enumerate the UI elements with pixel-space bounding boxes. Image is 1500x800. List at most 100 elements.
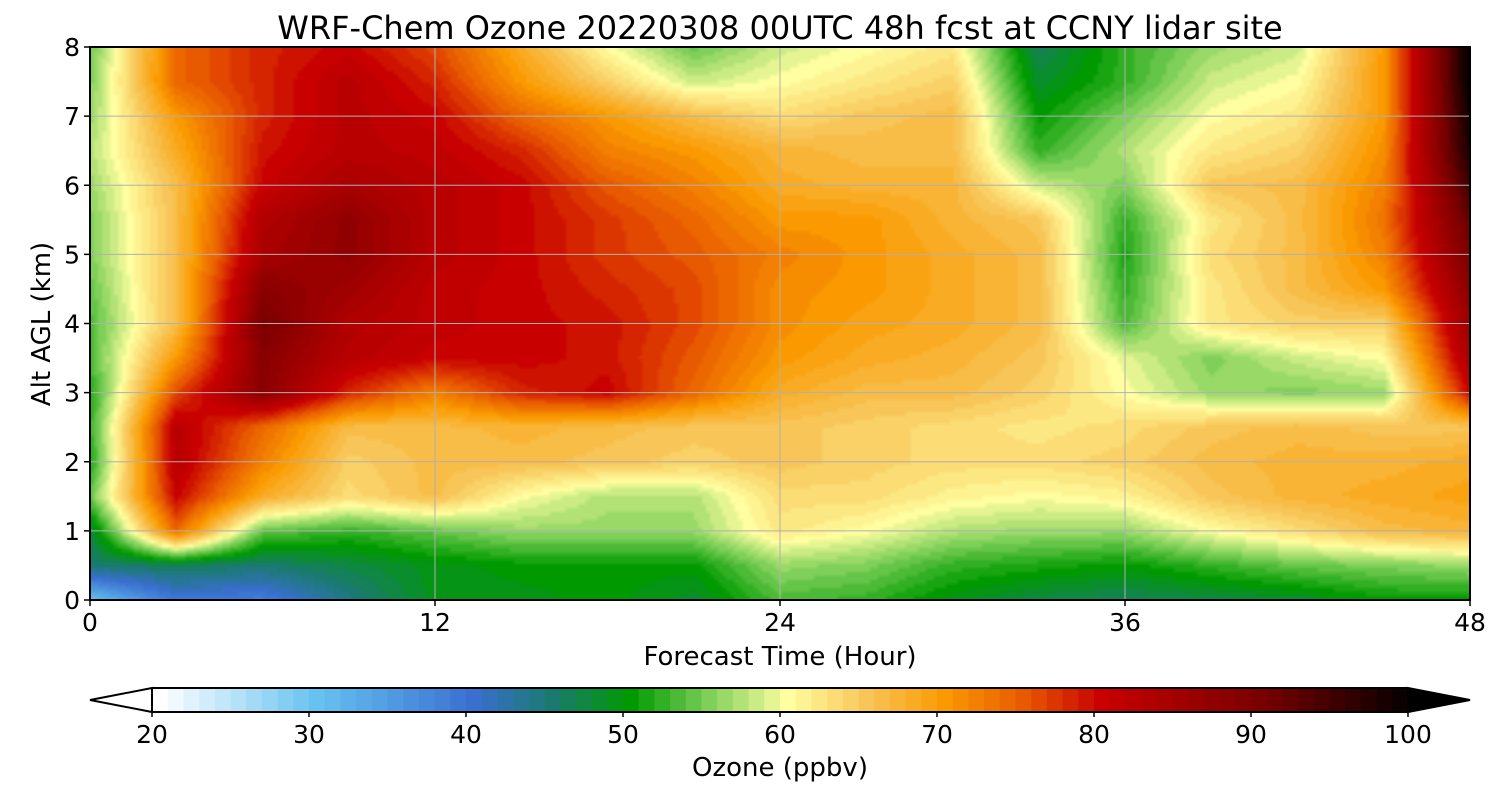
colorbar-bin [560,688,577,712]
x-tick-label: 0 [82,608,98,637]
colorbar-bin [748,688,765,712]
x-axis-label: Forecast Time (Hour) [643,642,916,672]
colorbar-bin [968,688,985,712]
colorbar-bin [167,688,184,712]
colorbar-bin [670,688,687,712]
colorbar-bin [1251,688,1268,712]
colorbar-tick-label: 80 [1078,720,1110,749]
y-axis: 0 1 2 3 4 5 6 7 8 [64,33,90,615]
chart-title: WRF-Chem Ozone 20220308 00UTC 48h fcst a… [277,9,1282,47]
y-axis-label: Alt AGL (km) [27,242,57,406]
colorbar-bin [152,688,169,712]
colorbar-bin [842,688,860,712]
y-tick-label: 1 [64,517,80,546]
colorbar-bin [1062,688,1079,712]
colorbar-bin [1172,688,1189,712]
colorbar-bin [732,688,750,712]
colorbar-bin [324,688,341,712]
y-tick-label: 5 [64,240,80,269]
colorbar-bin [356,688,373,712]
colorbar-bin [811,688,828,712]
colorbar-bin [874,688,891,712]
colorbar-bin [623,688,640,712]
colorbar-bin [1329,688,1346,712]
colorbar-bin [403,688,420,712]
colorbar-bin [1392,688,1409,712]
colorbar-bin [1219,688,1236,712]
colorbar-tick-label: 40 [450,720,482,749]
colorbar-bin [858,688,875,712]
colorbar-bin [1376,688,1393,712]
colorbar-bin [607,688,624,712]
colorbar-bin [387,688,404,712]
colorbar-bin [309,688,326,712]
colorbar-bin [1125,688,1142,712]
y-tick-label: 0 [64,586,80,615]
colorbar-bin [654,688,671,712]
colorbar-bin [199,688,216,712]
colorbar-bin [246,688,263,712]
colorbar-bin [277,688,294,712]
colorbar-bin [701,688,718,712]
colorbar-bin [952,688,969,712]
colorbar-bin [937,688,954,712]
colorbar-bin [450,688,467,712]
colorbar-bin [1345,688,1362,712]
colorbar-bin [905,688,922,712]
y-tick-label: 3 [64,379,80,408]
colorbar-bin [466,688,483,712]
colorbar-bin [481,688,498,712]
colorbar-tick-label: 60 [764,720,796,749]
colorbar-bin [230,688,247,712]
colorbar-bin [1109,688,1126,712]
colorbar-bin [591,688,608,712]
colorbar-bin [575,688,593,712]
colorbar-bin [183,688,200,712]
colorbar-bin [1266,688,1283,712]
colorbar [89,686,1471,714]
colorbar-bin [513,688,530,712]
colorbar-bin [795,688,812,712]
colorbar-bin [1203,688,1221,712]
y-tick-label: 2 [64,448,80,477]
x-axis: 0 12 24 36 48 [82,600,1486,637]
y-tick-label: 6 [64,171,80,200]
colorbar-bin [1094,688,1111,712]
colorbar-tick-label: 70 [921,720,953,749]
x-tick-label: 12 [419,608,451,637]
colorbar-bin [764,688,781,712]
colorbar-bin [214,688,232,712]
colorbar-bin [1282,688,1299,712]
colorbar-tick-label: 100 [1384,720,1432,749]
colorbar-bin [1298,688,1315,712]
colorbar-bin [497,688,514,712]
x-tick-label: 36 [1109,608,1141,637]
colorbar-tick-label: 20 [136,720,168,749]
colorbar-bin [1015,688,1032,712]
colorbar-bin [418,688,436,712]
colorbar-bin [827,688,844,712]
y-tick-label: 4 [64,310,80,339]
colorbar-extend-low [89,686,153,714]
colorbar-bin [1031,688,1048,712]
colorbar-bin [544,688,561,712]
x-tick-label: 24 [764,608,796,637]
colorbar-extend-high [1407,686,1471,714]
y-tick-label: 8 [64,33,80,62]
colorbar-bin [999,688,1017,712]
colorbar-bin [921,688,938,712]
colorbar-tick-label: 30 [293,720,325,749]
colorbar-bin [780,688,797,712]
colorbar-bin [434,688,451,712]
colorbar-bin [889,688,907,712]
colorbar-bin [717,688,734,712]
colorbar-bin [1360,688,1378,712]
colorbar-bin [371,688,389,712]
colorbar-bin [1078,688,1095,712]
colorbar-bin [1188,688,1205,712]
colorbar-ticks: 20 30 40 50 60 70 80 90 100 [136,712,1432,749]
plot-grid [90,47,1470,600]
colorbar-bin [1141,688,1158,712]
colorbar-bin [1235,688,1252,712]
